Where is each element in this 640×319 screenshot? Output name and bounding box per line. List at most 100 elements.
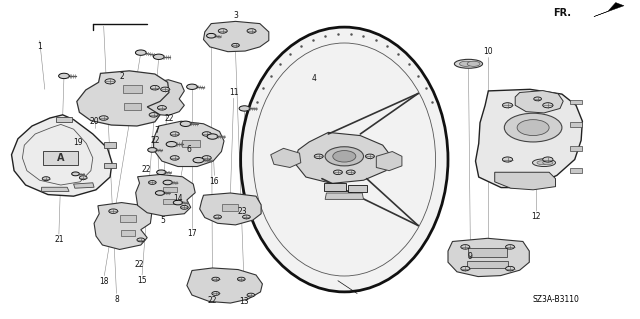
Text: 2: 2 — [119, 72, 124, 81]
Text: A: A — [57, 153, 65, 163]
Circle shape — [506, 245, 515, 249]
Circle shape — [148, 148, 157, 152]
Ellipse shape — [537, 161, 547, 165]
Text: 22: 22 — [141, 165, 150, 174]
Text: 4: 4 — [311, 74, 316, 83]
Text: 16: 16 — [209, 177, 220, 186]
Circle shape — [314, 154, 323, 159]
Polygon shape — [294, 132, 392, 183]
Ellipse shape — [325, 147, 364, 166]
Text: 3: 3 — [233, 11, 238, 20]
Bar — [324, 183, 346, 191]
Text: 22: 22 — [135, 260, 144, 269]
Circle shape — [207, 33, 216, 38]
Bar — [467, 261, 508, 268]
Ellipse shape — [504, 113, 562, 142]
Polygon shape — [200, 193, 261, 225]
Circle shape — [502, 103, 513, 108]
Text: 7: 7 — [154, 126, 159, 135]
Circle shape — [180, 121, 191, 126]
Circle shape — [180, 205, 188, 209]
Circle shape — [79, 176, 87, 180]
Text: 15: 15 — [137, 276, 147, 285]
Bar — [570, 146, 582, 151]
Circle shape — [243, 215, 250, 219]
Bar — [104, 164, 116, 168]
Ellipse shape — [454, 59, 483, 68]
Circle shape — [202, 132, 211, 136]
Text: 22: 22 — [150, 137, 159, 145]
Bar — [121, 230, 135, 236]
Ellipse shape — [467, 61, 480, 66]
Ellipse shape — [333, 151, 356, 162]
Polygon shape — [594, 3, 624, 17]
Circle shape — [207, 134, 218, 139]
Bar — [468, 248, 507, 257]
Circle shape — [136, 50, 146, 55]
Circle shape — [247, 293, 255, 297]
Circle shape — [247, 29, 256, 33]
Text: 10: 10 — [483, 47, 493, 56]
Circle shape — [161, 87, 170, 92]
Ellipse shape — [460, 61, 472, 66]
Text: 14: 14 — [173, 194, 183, 203]
Circle shape — [72, 172, 79, 176]
Polygon shape — [42, 187, 69, 191]
Circle shape — [193, 158, 204, 163]
Circle shape — [232, 43, 239, 47]
Text: 22: 22 — [165, 114, 174, 123]
Polygon shape — [154, 121, 224, 167]
Circle shape — [187, 84, 197, 89]
Bar — [123, 85, 142, 93]
Circle shape — [346, 170, 355, 174]
Circle shape — [202, 156, 211, 160]
Bar — [120, 215, 136, 222]
Circle shape — [42, 177, 50, 181]
Bar — [124, 103, 141, 110]
Bar — [223, 204, 238, 211]
Polygon shape — [94, 203, 152, 249]
Circle shape — [543, 157, 553, 162]
Text: 8: 8 — [114, 295, 119, 304]
Polygon shape — [495, 172, 556, 190]
Bar — [163, 187, 177, 192]
Circle shape — [237, 277, 245, 281]
Circle shape — [365, 154, 374, 159]
Circle shape — [149, 113, 158, 117]
Circle shape — [212, 277, 220, 281]
Circle shape — [105, 79, 115, 84]
Circle shape — [506, 266, 515, 271]
Circle shape — [218, 29, 227, 33]
Bar — [182, 140, 200, 147]
Circle shape — [157, 106, 166, 110]
Text: 6: 6 — [186, 145, 191, 154]
Text: 20: 20 — [90, 117, 100, 126]
Polygon shape — [136, 174, 195, 216]
Polygon shape — [77, 71, 169, 126]
Ellipse shape — [532, 159, 556, 167]
Ellipse shape — [241, 27, 448, 292]
Polygon shape — [271, 148, 301, 167]
Bar — [104, 142, 116, 148]
Polygon shape — [476, 89, 582, 188]
Text: 1: 1 — [37, 42, 42, 51]
Text: 19: 19 — [73, 138, 83, 147]
Text: 22: 22 — [208, 296, 217, 305]
Bar — [348, 185, 367, 192]
Ellipse shape — [543, 161, 553, 165]
Text: SZ3A-B3110: SZ3A-B3110 — [532, 295, 579, 304]
Polygon shape — [515, 91, 563, 113]
Polygon shape — [204, 21, 269, 52]
Circle shape — [170, 156, 179, 160]
Circle shape — [157, 170, 166, 174]
Circle shape — [150, 85, 159, 90]
Circle shape — [543, 103, 553, 108]
Text: FR.: FR. — [553, 8, 571, 18]
Bar — [44, 151, 79, 165]
Circle shape — [239, 106, 250, 111]
Bar — [163, 199, 176, 204]
Circle shape — [59, 73, 69, 78]
Circle shape — [154, 54, 164, 59]
Circle shape — [170, 132, 179, 136]
Text: 13: 13 — [239, 297, 250, 306]
